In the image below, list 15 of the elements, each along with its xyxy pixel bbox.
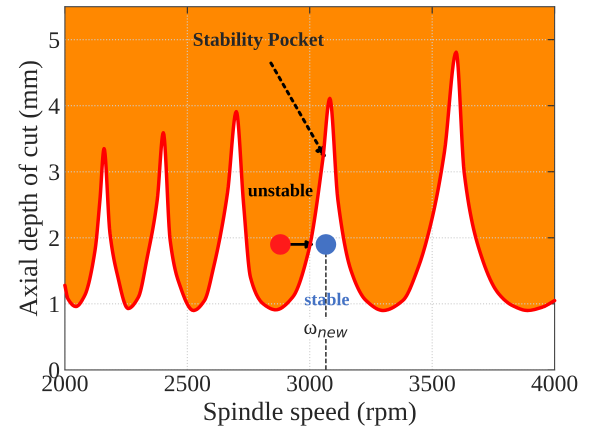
y-tick-label: 2 xyxy=(49,230,59,246)
x-tick-label: 4000 xyxy=(531,375,578,392)
y-tick-label: 4 xyxy=(48,98,60,114)
y-axis-title: Axial depth of cut (mm) xyxy=(18,61,43,316)
y-tick-label: 1 xyxy=(50,296,59,312)
x-tick-label: 2500 xyxy=(164,375,210,392)
x-axis-title: Spindle speed (rpm) xyxy=(204,402,416,426)
x-tick-label: 3500 xyxy=(410,375,455,392)
annotation: unstable xyxy=(248,184,313,196)
annotation: stable xyxy=(304,292,349,306)
y-tick-label: 3 xyxy=(49,164,60,180)
y-tick-label: 5 xyxy=(50,32,60,48)
x-tick-label: 3000 xyxy=(287,375,332,392)
annotation: Stability Pocket xyxy=(194,32,324,50)
ref-line-label: ω$_{new}$ xyxy=(304,324,348,338)
